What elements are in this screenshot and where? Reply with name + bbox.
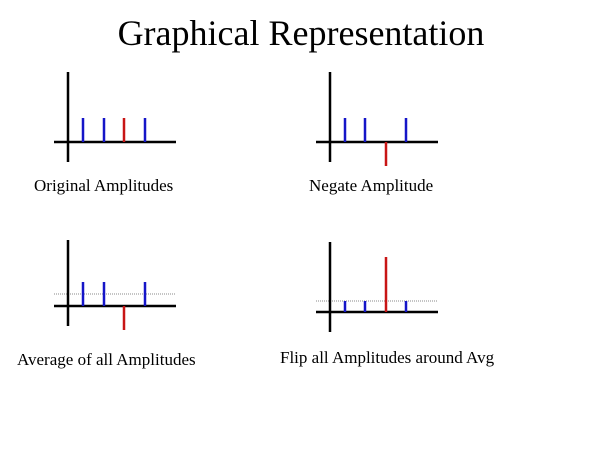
caption-original-amplitudes: Original Amplitudes: [34, 176, 174, 195]
panel-average-of-all-amplitudes: [54, 240, 176, 330]
panel-negate-amplitude: [316, 72, 438, 166]
slide-title: Graphical Representation: [117, 13, 485, 53]
panel-original-amplitudes: [54, 72, 176, 162]
caption-flip-around-average: Flip all Amplitudes around Avg: [280, 348, 495, 367]
caption-average-of-all-amplitudes: Average of all Amplitudes: [17, 350, 196, 369]
panel-flip-around-average: [316, 242, 438, 332]
caption-negate-amplitude: Negate Amplitude: [309, 176, 434, 195]
